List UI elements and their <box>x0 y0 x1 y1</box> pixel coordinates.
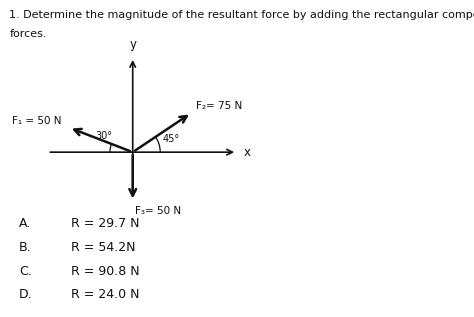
Text: B.: B. <box>19 241 32 254</box>
Text: R = 24.0 N: R = 24.0 N <box>71 288 140 301</box>
Text: F₂= 75 N: F₂= 75 N <box>196 101 242 111</box>
Text: 1. Determine the magnitude of the resultant force by adding the rectangular comp: 1. Determine the magnitude of the result… <box>9 10 474 20</box>
Text: A.: A. <box>19 217 31 230</box>
Text: R = 54.2N: R = 54.2N <box>71 241 136 254</box>
Text: R = 29.7 N: R = 29.7 N <box>71 217 140 230</box>
Text: y: y <box>129 38 136 51</box>
Text: F₁ = 50 N: F₁ = 50 N <box>12 116 62 126</box>
Text: forces.: forces. <box>9 29 47 39</box>
Text: 30°: 30° <box>95 131 112 141</box>
Text: C.: C. <box>19 264 32 278</box>
Text: x: x <box>244 146 251 159</box>
Text: R = 90.8 N: R = 90.8 N <box>71 264 140 278</box>
Text: D.: D. <box>19 288 33 301</box>
Text: 45°: 45° <box>163 134 180 144</box>
Text: F₃= 50 N: F₃= 50 N <box>135 206 181 216</box>
